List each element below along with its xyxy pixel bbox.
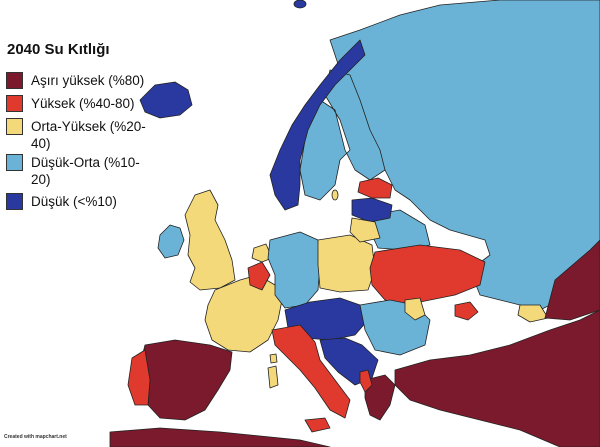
region-svalbard (293, 0, 307, 9)
legend-swatch-medium-high (6, 118, 23, 135)
region-benelux (247, 261, 271, 291)
legend-item-medium-high: Orta-Yüksek (%20-40) (6, 118, 146, 152)
region-crimea (454, 301, 479, 321)
legend-swatch-high (6, 95, 23, 112)
legend-item-low: Düşük (<%10) (6, 193, 117, 210)
map-title: 2040 Su Kıtlığı (7, 41, 110, 58)
legend-item-high: Yüksek (%40-80) (6, 95, 135, 112)
region-sardinia (267, 365, 279, 389)
region-albania (359, 369, 373, 393)
legend-swatch-low-medium (6, 154, 23, 171)
legend-label-low: Düşük (<%10) (31, 194, 117, 209)
region-caucasus-north (517, 304, 549, 323)
legend-label-medium-high: Orta-Yüksek (%20-40) (31, 119, 146, 151)
region-poland (317, 234, 376, 293)
region-caucasus (544, 239, 600, 321)
region-lithuania (349, 217, 381, 243)
region-norway (269, 39, 366, 211)
region-sicily (304, 417, 331, 433)
region-estonia (357, 177, 393, 199)
region-iceland (139, 81, 193, 119)
legend-label-high: Yüksek (%40-80) (31, 96, 135, 111)
legend-label-extreme: Aşırı yüksek (%80) (31, 73, 145, 88)
region-corsica (269, 353, 278, 364)
region-portugal (127, 349, 151, 406)
legend-swatch-extreme (6, 72, 23, 89)
region-uk (184, 189, 236, 291)
legend-label-low-medium: Düşük-Orta (%10-20) (31, 155, 140, 187)
region-italy (271, 324, 351, 419)
region-ukraine (369, 244, 486, 306)
region-ireland (157, 224, 185, 259)
region-latvia (351, 197, 393, 223)
region-north-africa (109, 427, 331, 447)
region-moldova (404, 297, 426, 321)
legend-item-extreme: Aşırı yüksek (%80) (6, 72, 144, 89)
region-turkey (394, 309, 600, 447)
region-spain (139, 339, 233, 421)
legend-item-low-medium: Düşük-Orta (%10-20) (6, 154, 146, 188)
region-greece (364, 374, 396, 421)
map-credit: Created with mapchart.net (4, 434, 67, 440)
region-gotland (331, 189, 339, 201)
region-netherlands (251, 243, 273, 263)
region-germany (267, 231, 321, 309)
legend-swatch-low (6, 193, 23, 210)
